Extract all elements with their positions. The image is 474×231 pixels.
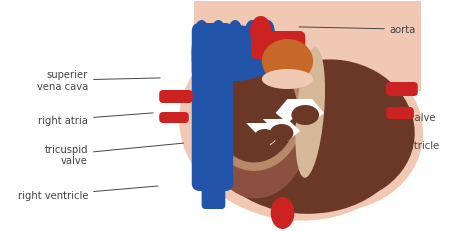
Polygon shape [276,100,324,123]
Text: mitral valve: mitral valve [299,113,435,123]
Ellipse shape [199,39,406,214]
FancyBboxPatch shape [201,171,225,209]
Text: aorta: aorta [299,25,416,35]
Ellipse shape [206,52,304,171]
Ellipse shape [270,56,292,78]
Ellipse shape [204,34,263,89]
FancyBboxPatch shape [386,108,414,119]
Ellipse shape [228,21,242,43]
FancyBboxPatch shape [192,42,281,77]
Ellipse shape [203,44,312,199]
Ellipse shape [295,49,325,178]
Ellipse shape [262,70,313,90]
Text: right ventricle: right ventricle [18,186,158,200]
FancyBboxPatch shape [251,32,305,60]
Ellipse shape [212,60,297,163]
Polygon shape [194,2,421,92]
Text: tricuspid
valve: tricuspid valve [45,143,183,166]
Polygon shape [258,206,312,226]
Ellipse shape [192,26,279,82]
Text: superier
vena cava: superier vena cava [37,70,160,92]
Ellipse shape [261,21,274,43]
Ellipse shape [297,48,323,165]
Ellipse shape [196,44,280,123]
Ellipse shape [292,106,319,125]
Ellipse shape [179,26,416,221]
Ellipse shape [241,52,423,211]
Text: right atria: right atria [38,113,153,125]
FancyBboxPatch shape [159,112,189,123]
Ellipse shape [271,197,294,229]
Ellipse shape [211,21,225,43]
Ellipse shape [252,32,303,60]
FancyBboxPatch shape [192,45,285,67]
Ellipse shape [254,129,276,145]
Polygon shape [263,119,301,141]
Ellipse shape [250,17,272,47]
Ellipse shape [270,125,293,142]
FancyBboxPatch shape [192,24,233,191]
Ellipse shape [245,21,259,43]
FancyBboxPatch shape [386,83,418,97]
FancyBboxPatch shape [159,91,193,103]
Ellipse shape [195,21,209,43]
Text: left ventricle: left ventricle [322,140,439,151]
Ellipse shape [209,59,406,214]
Polygon shape [246,123,283,145]
Ellipse shape [262,40,313,84]
Ellipse shape [249,60,415,203]
